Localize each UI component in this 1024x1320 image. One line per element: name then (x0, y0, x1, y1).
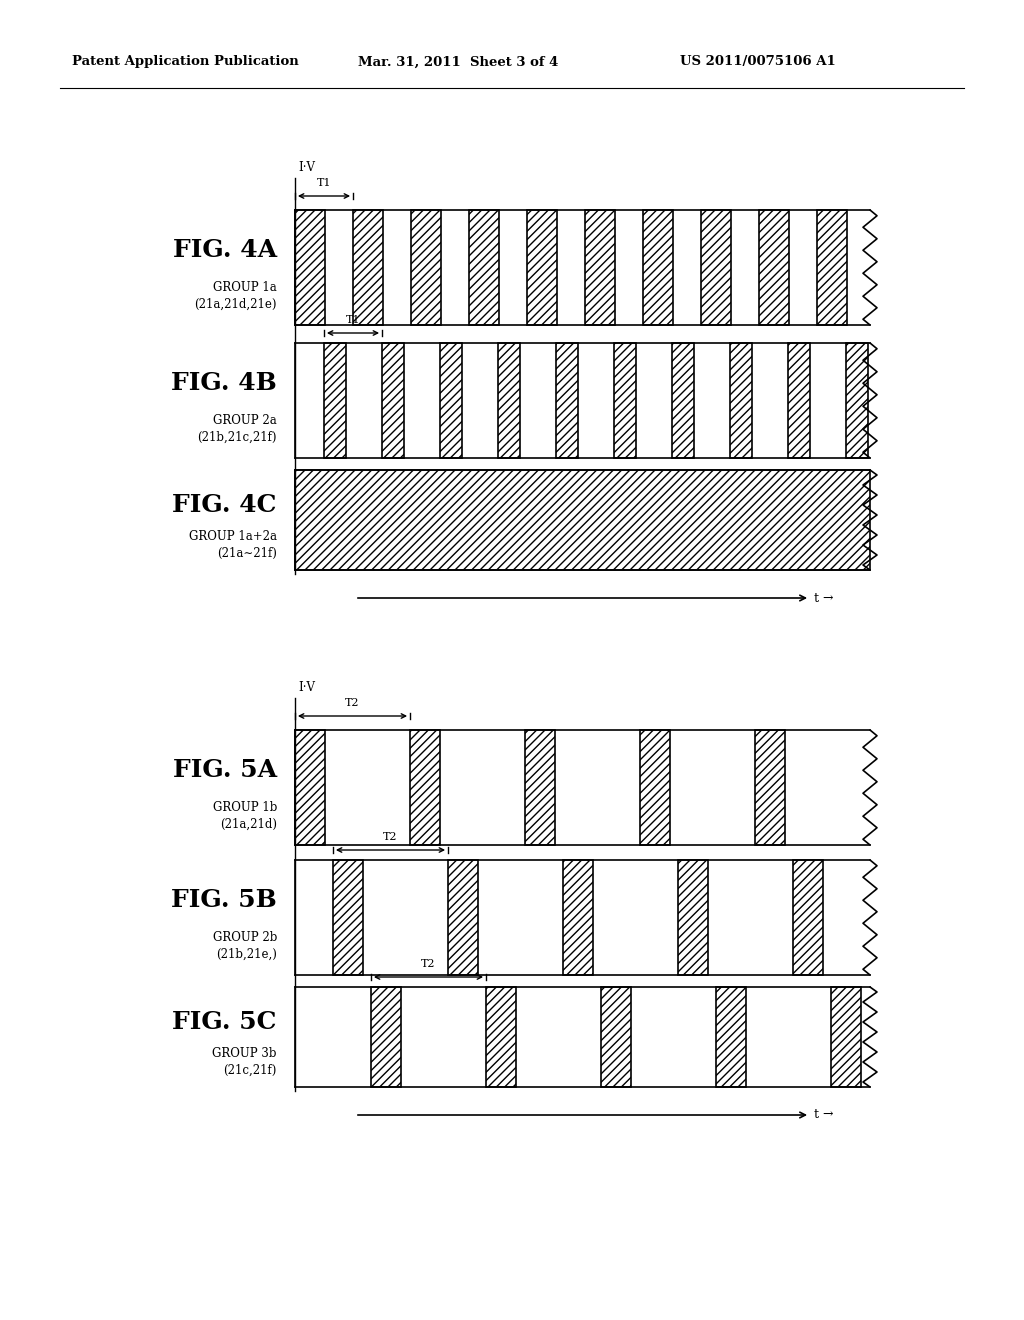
Text: t →: t → (814, 1109, 834, 1122)
Text: t →: t → (814, 591, 834, 605)
Text: GROUP 2a
(21b,21c,21f): GROUP 2a (21b,21c,21f) (198, 414, 278, 445)
Text: GROUP 1a
(21a,21d,21e): GROUP 1a (21a,21d,21e) (195, 281, 278, 312)
Bar (410, 730, 440, 845)
Text: I·V: I·V (298, 681, 315, 694)
Bar (295, 470, 870, 570)
Bar (643, 210, 673, 325)
Text: Patent Application Publication: Patent Application Publication (72, 55, 299, 69)
Bar (730, 343, 752, 458)
Bar (382, 343, 404, 458)
Bar (333, 861, 362, 975)
Text: US 2011/0075106 A1: US 2011/0075106 A1 (680, 55, 836, 69)
Bar (716, 987, 746, 1086)
Text: Mar. 31, 2011  Sheet 3 of 4: Mar. 31, 2011 Sheet 3 of 4 (358, 55, 558, 69)
Text: GROUP 1b
(21a,21d): GROUP 1b (21a,21d) (213, 801, 278, 832)
Text: T2: T2 (345, 698, 359, 708)
Bar (371, 987, 401, 1086)
Text: FIG. 5C: FIG. 5C (172, 1010, 278, 1034)
Text: I·V: I·V (298, 161, 315, 174)
Text: T1: T1 (346, 315, 360, 325)
Bar (755, 730, 785, 845)
Bar (556, 343, 578, 458)
Text: GROUP 1a+2a
(21a∼21f): GROUP 1a+2a (21a∼21f) (189, 531, 278, 560)
Bar (353, 210, 383, 325)
Bar (486, 987, 516, 1086)
Text: GROUP 2b
(21b,21e,): GROUP 2b (21b,21e,) (213, 931, 278, 961)
Bar (525, 730, 555, 845)
Text: GROUP 3b
(21c,21f): GROUP 3b (21c,21f) (213, 1047, 278, 1077)
Bar (701, 210, 731, 325)
Bar (759, 210, 790, 325)
Bar (601, 987, 631, 1086)
Bar (831, 987, 861, 1086)
Bar (672, 343, 694, 458)
Bar (846, 343, 868, 458)
Bar (449, 861, 478, 975)
Bar (788, 343, 810, 458)
Text: T1: T1 (316, 178, 331, 187)
Bar (817, 210, 847, 325)
Bar (585, 210, 615, 325)
Text: T2: T2 (383, 832, 397, 842)
Text: FIG. 4A: FIG. 4A (173, 238, 278, 263)
Bar (793, 861, 823, 975)
Bar (678, 861, 708, 975)
Text: T2: T2 (421, 960, 436, 969)
Bar (527, 210, 557, 325)
Bar (295, 730, 325, 845)
Bar (324, 343, 346, 458)
Bar (614, 343, 636, 458)
Bar (640, 730, 670, 845)
Bar (469, 210, 499, 325)
Text: FIG. 4B: FIG. 4B (171, 371, 278, 395)
Text: FIG. 5B: FIG. 5B (171, 888, 278, 912)
Bar (563, 861, 593, 975)
Bar (295, 210, 325, 325)
Bar (411, 210, 441, 325)
Bar (440, 343, 462, 458)
Text: FIG. 4C: FIG. 4C (172, 492, 278, 517)
Bar (498, 343, 520, 458)
Text: FIG. 5A: FIG. 5A (173, 758, 278, 783)
